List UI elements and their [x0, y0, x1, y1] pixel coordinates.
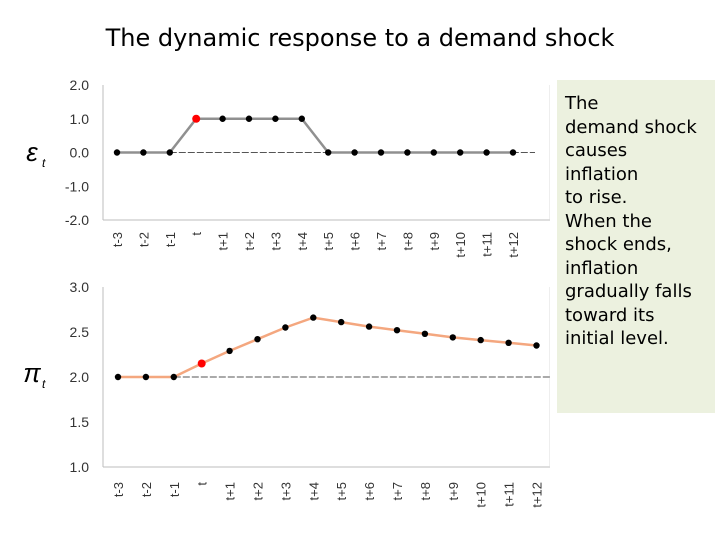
- shock-x-tick-label: t+9: [427, 232, 442, 250]
- shock-y-label-subscript: t: [42, 156, 46, 170]
- shock-x-tick-label: t+5: [321, 232, 336, 250]
- inflation-y-tick-label: 2.5: [70, 324, 90, 340]
- shock-x-tick-label: t: [189, 232, 204, 236]
- shock-highlight-point: [192, 114, 201, 123]
- inflation-x-tick-label: t+12: [530, 482, 545, 508]
- charts: 2.0 1.0 0.0 -1.0 -2.0 t-3 t-2 t-1 t t+1 t+2 t+3 t+4 t…: [23, 77, 550, 508]
- shock-x-tick-label: t+3: [268, 232, 283, 250]
- inflation-x-tick-label: t+2: [251, 482, 266, 500]
- inflation-x-tick-label: t+4: [306, 482, 321, 500]
- inflation-chart: 3.0 2.5 2.0 1.5 1.0 t-3 t-2 t-1 t t+1 t+2 t+3 t+4 t+5…: [23, 279, 550, 508]
- inflation-data-point: [533, 342, 540, 349]
- inflation-data-point: [226, 347, 233, 355]
- inflation-data-point: [310, 314, 317, 321]
- inflation-x-tick-label: t-1: [167, 482, 182, 497]
- shock-x-tick-label: t-3: [110, 232, 125, 247]
- inflation-x-tick-label: t+6: [362, 482, 377, 500]
- inflation-data-point: [477, 336, 484, 344]
- shock-data-point: [140, 149, 147, 156]
- inflation-x-tick-label: t: [195, 482, 210, 486]
- shock-chart: 2.0 1.0 0.0 -1.0 -2.0 t-3 t-2 t-1 t t+1 t+2 t+3 t+4 t…: [26, 77, 550, 258]
- shock-data-point: [166, 149, 173, 156]
- shock-x-tick-label: t+6: [348, 232, 363, 250]
- inflation-data-point: [282, 324, 289, 331]
- shock-x-tick-label: t-1: [163, 232, 178, 247]
- inflation-x-tick-label: t-3: [111, 482, 126, 497]
- inflation-data-point: [393, 327, 401, 334]
- shock-y-tick-label: 1.0: [70, 111, 90, 127]
- shock-data-point: [113, 149, 121, 156]
- shock-data-point: [404, 149, 411, 156]
- shock-data-point: [272, 115, 279, 122]
- shock-data-point: [509, 149, 517, 156]
- inflation-data-point: [338, 318, 345, 326]
- inflation-x-tick-label: t+1: [223, 482, 238, 500]
- shock-x-tick-label: t+10: [453, 232, 468, 258]
- shock-data-point: [245, 115, 253, 122]
- inflation-x-tick-label: t+10: [474, 482, 489, 508]
- shock-x-tick-label: t+2: [242, 232, 257, 250]
- shock-x-tick-label: t+7: [374, 232, 389, 250]
- inflation-data-point: [365, 323, 373, 330]
- slide-title: The dynamic response to a demand shock: [105, 24, 615, 52]
- explanation-note: The demand shock causes inflation to ris…: [557, 80, 715, 413]
- inflation-y-tick-label: 1.0: [70, 459, 90, 475]
- shock-data-point: [351, 149, 358, 156]
- shock-series-line: [117, 117, 513, 154]
- inflation-y-tick-label: 1.5: [70, 414, 90, 430]
- inflation-data-point: [142, 373, 150, 381]
- inflation-y-tick-label: 3.0: [70, 279, 90, 295]
- shock-x-tick-label: t+8: [400, 232, 415, 250]
- shock-x-tick-label: t+11: [480, 232, 495, 257]
- inflation-x-tick-label: t+11: [502, 482, 517, 507]
- shock-y-tick-label: -1.0: [65, 178, 89, 194]
- inflation-data-point: [449, 334, 456, 341]
- inflation-y-tick-label: 2.0: [70, 369, 90, 385]
- shock-x-tick-label: t+12: [506, 232, 521, 258]
- shock-data-point: [219, 115, 226, 122]
- shock-x-tick-label: t+1: [216, 232, 231, 250]
- inflation-x-tick-label: t+9: [446, 482, 461, 500]
- shock-data-point: [377, 149, 385, 156]
- inflation-y-label: π: [23, 358, 41, 388]
- inflation-x-tick-label: t+8: [418, 482, 433, 500]
- inflation-highlight-point: [197, 359, 206, 368]
- shock-data-point: [325, 149, 332, 156]
- shock-x-tick-label: t+4: [295, 232, 310, 250]
- inflation-series-line: [118, 316, 537, 379]
- inflation-data-point: [170, 373, 177, 381]
- inflation-data-point: [114, 373, 122, 381]
- inflation-x-tick-label: t+7: [390, 482, 405, 500]
- shock-y-tick-label: 0.0: [70, 145, 90, 161]
- inflation-y-label-subscript: t: [42, 377, 46, 391]
- shock-data-point: [430, 149, 437, 156]
- inflation-x-tick-label: t+5: [334, 482, 349, 500]
- shock-y-label: ε: [26, 137, 38, 167]
- shock-data-point: [298, 115, 305, 122]
- shock-x-tick-label: t-2: [136, 232, 151, 247]
- shock-y-tick-label: 2.0: [70, 77, 90, 93]
- shock-data-point: [483, 149, 490, 156]
- shock-data-point: [457, 149, 464, 156]
- inflation-x-tick-label: t+3: [278, 482, 293, 500]
- inflation-data-point: [254, 336, 261, 343]
- inflation-data-point: [505, 339, 512, 346]
- shock-y-tick-label: -2.0: [65, 212, 89, 228]
- inflation-x-tick-label: t-2: [139, 482, 154, 497]
- inflation-data-point: [421, 330, 429, 337]
